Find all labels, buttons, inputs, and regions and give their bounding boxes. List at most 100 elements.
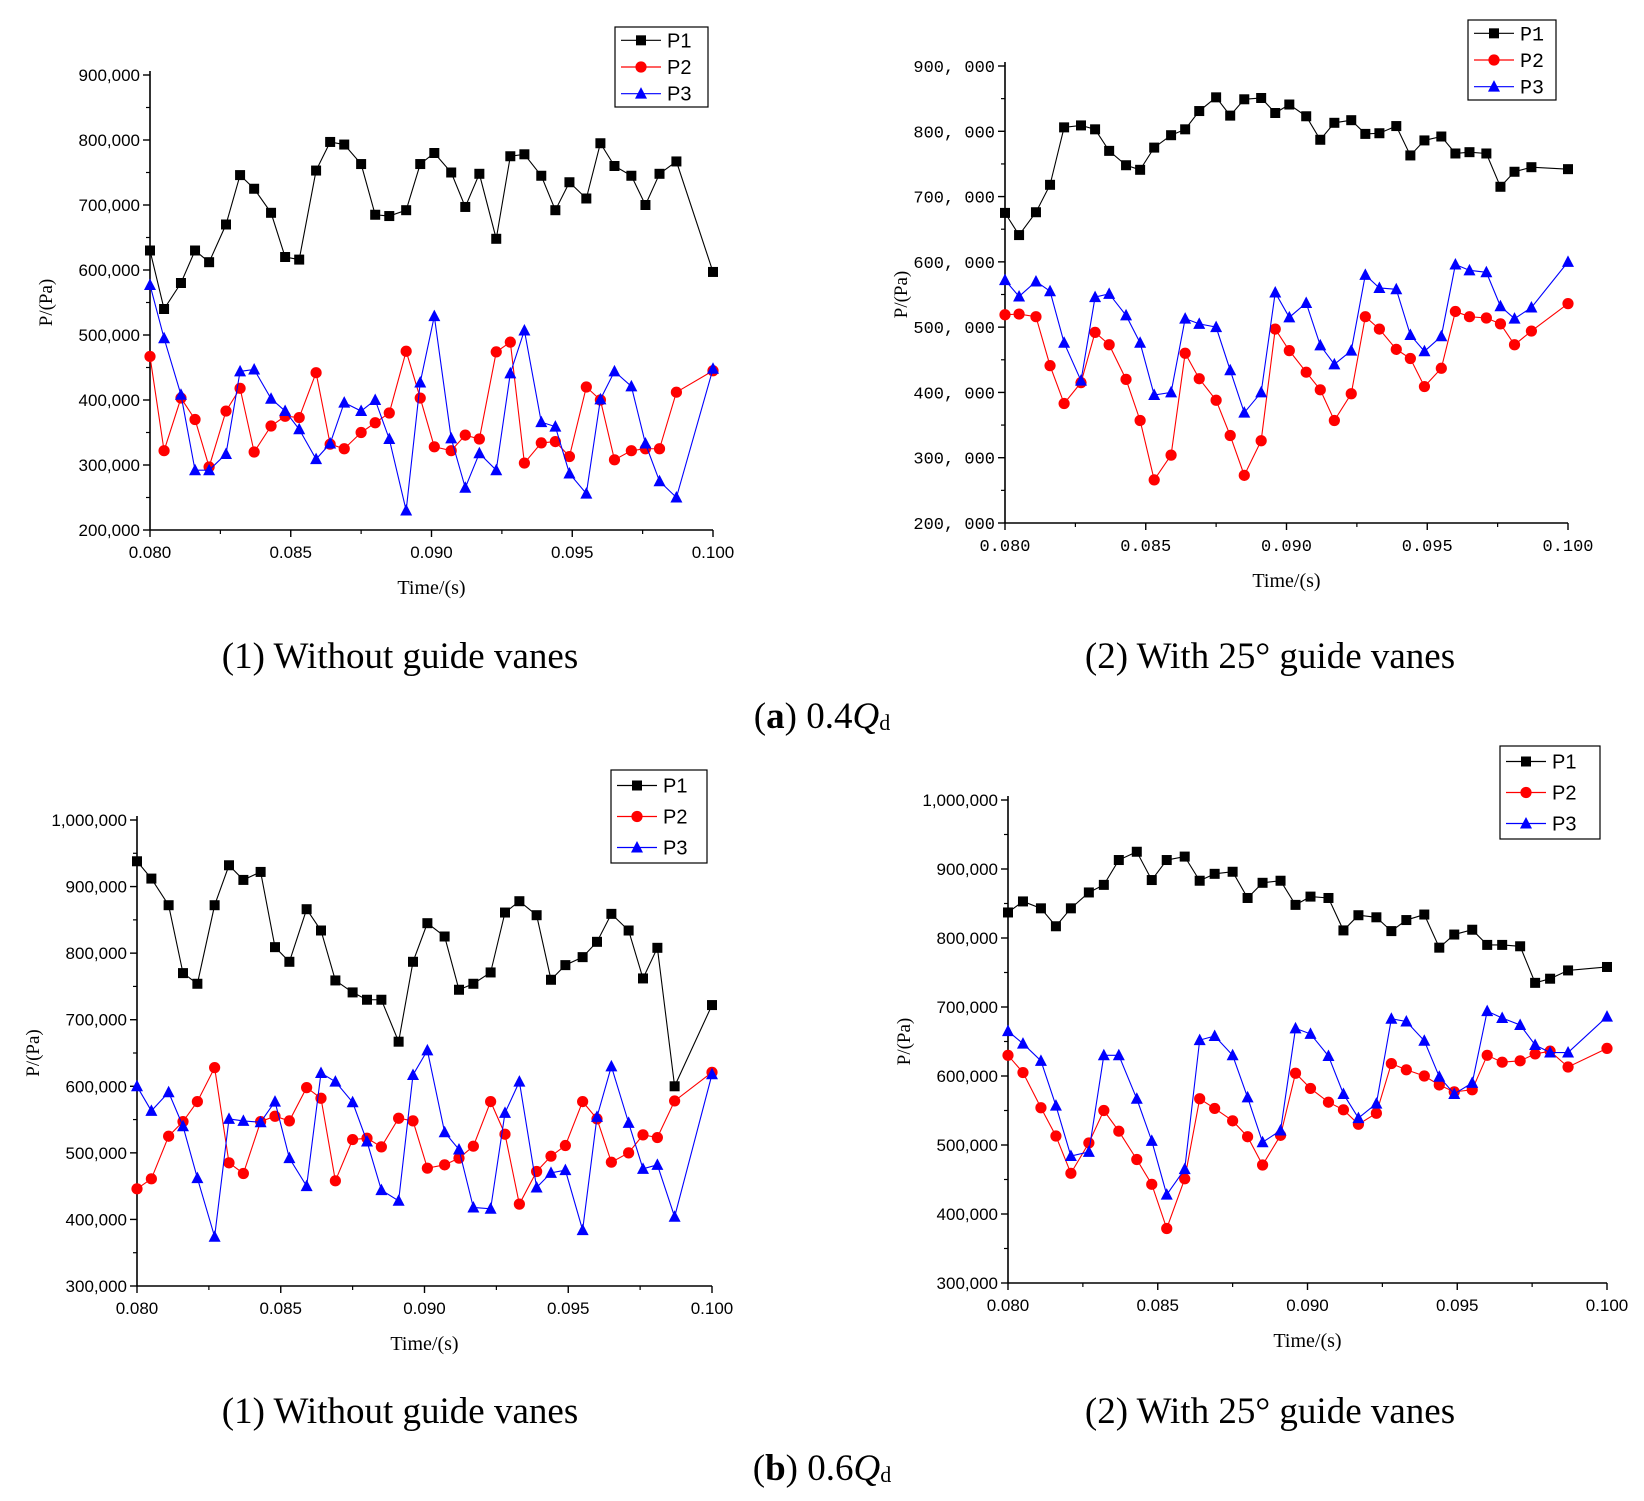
data-point-p3-a2 (1255, 385, 1268, 398)
y-tick-label-a1: 200,000 (79, 521, 140, 540)
data-point-p1-a2 (1301, 111, 1312, 122)
data-point-p2-b2 (1161, 1222, 1173, 1235)
data-point-p3-b2 (1448, 1087, 1461, 1099)
data-point-p1-b1 (132, 856, 142, 867)
data-point-p1-b2 (1386, 926, 1397, 937)
data-point-p3-a2 (1029, 274, 1042, 287)
data-point-p1-b1 (178, 968, 188, 979)
data-point-p1-b1 (209, 900, 220, 911)
data-point-p1-a1 (145, 245, 155, 256)
data-point-p1-b2 (1179, 851, 1190, 862)
data-point-p3-a1 (400, 504, 413, 516)
data-point-p3-b1 (530, 1180, 543, 1193)
data-point-p1-a2 (1256, 92, 1267, 103)
y-axis-title-b1: P/(Pa) (23, 1029, 44, 1077)
x-tick-label-a1: 0.085 (269, 543, 312, 562)
x-tick-label-b2: 0.085 (1136, 1296, 1179, 1315)
data-point-p3-a2 (1359, 268, 1372, 280)
data-point-p2-b1 (439, 1159, 451, 1171)
series-line-p2-b1 (136, 1065, 713, 1206)
data-point-p2-b2 (1304, 1082, 1317, 1095)
data-point-p1-a2 (1360, 128, 1371, 139)
data-point-p2-a2 (1269, 323, 1281, 335)
data-point-p1-a1 (175, 278, 186, 288)
y-tick-label-b1: 800,000 (66, 944, 127, 963)
data-point-p1-a1 (609, 161, 620, 171)
data-point-p1-a1 (190, 245, 201, 256)
data-point-p1-b1 (347, 987, 358, 998)
data-point-p3-b1 (499, 1106, 511, 1118)
data-point-p2-a1 (580, 381, 592, 393)
y-tick-label-a1: 500,000 (79, 326, 140, 345)
data-point-p3-a2 (999, 273, 1011, 286)
legend-marker-p1-b2 (1521, 756, 1531, 767)
data-point-p3-b1 (651, 1158, 664, 1170)
data-point-p3-b1 (668, 1210, 681, 1222)
data-point-p1-b2 (1209, 868, 1220, 879)
data-point-p1-a2 (1329, 117, 1340, 128)
data-point-p3-a2 (1089, 290, 1102, 303)
data-point-p1-b2 (1017, 896, 1028, 907)
data-point-p3-a2 (1404, 328, 1417, 340)
legend-marker-p1-a2 (1489, 28, 1499, 39)
data-point-p1-b1 (284, 956, 295, 967)
data-point-p2-b2 (1601, 1042, 1613, 1054)
data-point-p3-b1 (467, 1200, 480, 1213)
data-point-p1-b1 (192, 978, 203, 989)
data-point-p2-b1 (421, 1162, 433, 1174)
legend-marker-p3-b1 (631, 841, 643, 853)
data-point-p3-b1 (223, 1112, 235, 1124)
y-tick-label-a2: 600, 000 (913, 255, 995, 274)
legend-label-p3-a2: P3 (1520, 78, 1544, 101)
data-point-p2-a2 (1463, 311, 1476, 323)
data-point-p3-a2 (1418, 344, 1431, 357)
data-point-p3-a2 (1480, 265, 1493, 278)
y-tick-label-b2: 600,000 (937, 1067, 998, 1086)
group-caption-a: (a) 0.4Qd (753, 696, 891, 737)
data-point-p3-a2 (1435, 329, 1448, 342)
data-point-p2-b2 (1227, 1115, 1239, 1127)
legend-label-p1-a2: P1 (1520, 24, 1544, 47)
data-point-p3-b1 (254, 1115, 267, 1128)
y-axis-title-b2: P/(Pa) (894, 1018, 915, 1066)
data-point-p1-b1 (669, 1081, 680, 1092)
x-tick-label-b1: 0.095 (547, 1299, 590, 1318)
data-point-p1-a2 (1315, 134, 1326, 145)
data-point-p2-a2 (1300, 366, 1312, 378)
data-point-p2-b2 (1209, 1102, 1221, 1115)
data-point-p2-a1 (504, 336, 516, 348)
x-tick-label-b2: 0.100 (1586, 1296, 1629, 1315)
data-point-p3-a2 (1103, 287, 1116, 299)
data-point-p3-a1 (293, 422, 306, 435)
data-point-p3-b2 (1433, 1070, 1446, 1082)
data-point-p1-b2 (1545, 973, 1556, 984)
data-point-p1-b1 (454, 984, 464, 995)
x-axis-title-b1: Time/(s) (390, 1333, 458, 1355)
data-point-p1-b2 (1563, 965, 1574, 976)
data-point-p1-a1 (249, 183, 260, 194)
data-point-p2-a2 (1224, 429, 1236, 442)
y-tick-label-b1: 1,000,000 (51, 811, 127, 830)
y-tick-label-a1: 300,000 (79, 456, 140, 475)
data-point-p1-a2 (1194, 106, 1205, 117)
data-point-p2-a1 (383, 407, 395, 419)
data-point-p1-a1 (708, 266, 718, 277)
data-point-p3-a2 (1148, 388, 1161, 401)
data-point-p2-b1 (223, 1157, 235, 1169)
data-point-p2-b2 (1256, 1159, 1269, 1171)
group-flow-b: 0.6 (807, 1448, 854, 1489)
data-point-p3-a1 (625, 379, 638, 392)
data-point-p3-a1 (563, 466, 576, 479)
data-point-p2-a1 (144, 350, 156, 363)
data-point-p1-a1 (356, 159, 367, 170)
data-point-p3-a2 (1075, 374, 1088, 386)
data-point-p3-b1 (605, 1059, 618, 1072)
data-point-p2-b2 (1400, 1064, 1412, 1076)
data-point-p3-b1 (237, 1114, 250, 1126)
data-point-p1-b2 (1401, 915, 1412, 926)
data-point-p1-a2 (1045, 179, 1056, 190)
panel-caption-b2: (2) With 25° guide vanes (1084, 1391, 1456, 1432)
data-point-p2-b2 (1481, 1049, 1493, 1061)
data-point-p2-a1 (549, 436, 561, 448)
data-point-p1-a1 (221, 219, 232, 230)
